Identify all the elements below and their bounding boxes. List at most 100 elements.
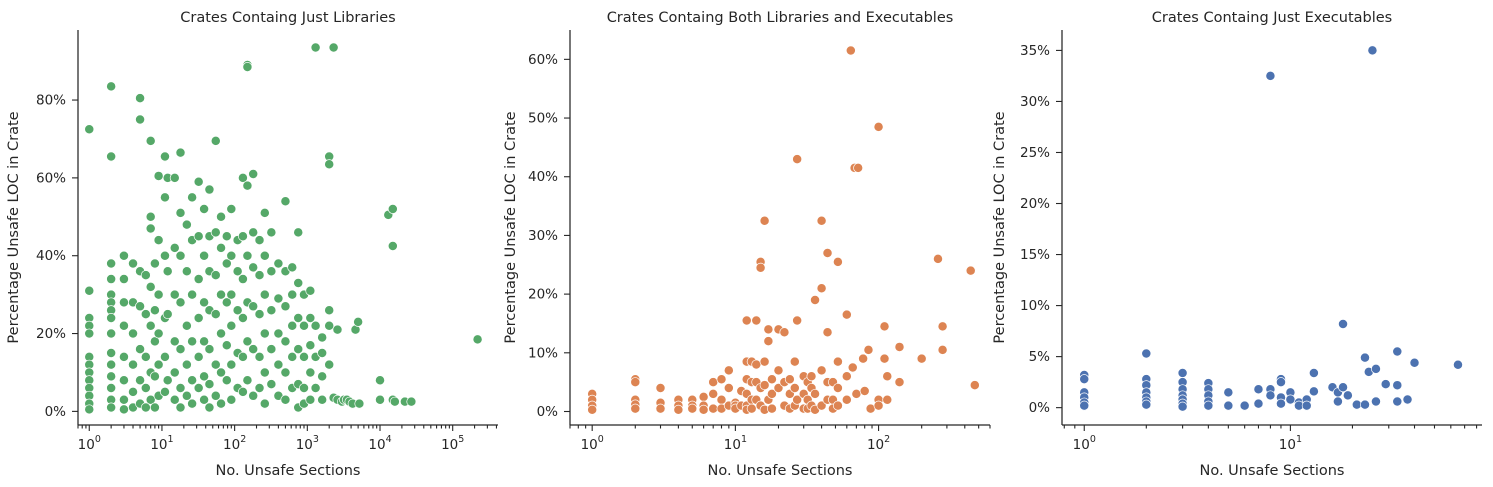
scatter-point [175, 402, 186, 413]
scatter-point [1338, 319, 1348, 329]
scatter-point [153, 328, 164, 339]
scatter-point [806, 371, 817, 382]
scatter-point [841, 394, 852, 405]
scatter-point [280, 367, 291, 378]
scatter-point [287, 262, 298, 273]
scatter-point [193, 176, 204, 187]
scatter-point [199, 204, 210, 214]
scatter-point [310, 320, 321, 331]
scatter-point [894, 341, 905, 352]
scatter-point [1392, 396, 1403, 407]
scatter-point [847, 362, 858, 373]
scatter-point [106, 81, 117, 92]
scatter-point [882, 394, 893, 405]
scatter-point [199, 297, 210, 308]
x-tick-label: 101 [724, 434, 747, 453]
scatter-point [792, 315, 803, 326]
scatter-point [746, 403, 757, 414]
y-tick-label: 5% [1029, 349, 1051, 365]
scatter-point [708, 388, 719, 399]
scatter-point [841, 371, 852, 382]
scatter-point [1392, 346, 1403, 357]
scatter-point [193, 274, 204, 285]
scatter-point [106, 328, 117, 339]
scatter-point [210, 390, 221, 401]
scatter-point [1265, 390, 1276, 401]
scatter-point [175, 344, 186, 355]
scatter-point [266, 266, 277, 277]
scatter-point [773, 383, 784, 393]
scatter-point [354, 398, 365, 409]
scatter-point [792, 154, 803, 165]
scatter-point [766, 403, 777, 414]
scatter-point [237, 172, 248, 183]
scatter-point [1338, 382, 1348, 393]
scatter-point [933, 253, 943, 264]
scatter-point [832, 356, 843, 367]
scatter-point [832, 383, 843, 393]
scatter-point [1360, 352, 1370, 363]
scatter-point [160, 386, 170, 397]
scatter-point [655, 403, 666, 414]
scatter-point [406, 396, 417, 407]
scatter-point [845, 45, 856, 56]
scatter-point [763, 324, 774, 335]
scatter-point [851, 388, 862, 399]
y-tick-label: 20% [1020, 196, 1050, 212]
y-tick-label: 0% [45, 404, 67, 420]
scatter-point [1177, 368, 1188, 378]
scatter-point [859, 386, 870, 396]
scatter-point [287, 289, 298, 300]
scatter-point [810, 388, 820, 399]
scatter-point [149, 305, 160, 316]
scatter-point [324, 305, 335, 316]
scatter-point [587, 404, 598, 415]
scatter-point [375, 394, 385, 405]
scatter-point [118, 274, 129, 285]
scatter-point [210, 309, 221, 320]
scatter-point [135, 375, 146, 386]
scatter-point [708, 403, 719, 414]
scatter-point [216, 211, 226, 222]
scatter-point [387, 204, 398, 214]
scatter-point [210, 359, 221, 370]
scatter-point [328, 42, 339, 53]
scatter-point [248, 390, 259, 401]
scatter-point [317, 394, 328, 405]
scatter-point [140, 383, 151, 393]
scatter-markers [84, 42, 483, 415]
scatter-point [248, 227, 259, 238]
scatter-point [216, 242, 226, 253]
panel-title: Crates Containg Both Libraries and Execu… [607, 10, 954, 26]
scatter-point [162, 375, 173, 386]
scatter-point [858, 353, 869, 364]
scatter-point [1402, 394, 1413, 405]
scatter-point [969, 380, 980, 391]
scatter-point [199, 371, 210, 382]
scatter-point [221, 297, 232, 308]
scatter-point [106, 359, 117, 370]
scatter-point [254, 270, 265, 281]
scatter-point [832, 256, 843, 267]
y-tick-label: 30% [1020, 94, 1050, 110]
y-tick-label: 60% [36, 170, 66, 186]
x-axis-label: No. Unsafe Sections [708, 463, 853, 479]
scatter-point [1308, 368, 1319, 378]
scatter-point [106, 371, 117, 382]
scatter-point [169, 367, 180, 378]
scatter-point [145, 281, 156, 292]
scatter-point [755, 262, 766, 273]
scatter-point [299, 320, 309, 331]
scatter-point [293, 227, 304, 238]
scatter-point [1253, 384, 1264, 395]
x-ticks: 100 101 102 103 104 105 [77, 425, 498, 453]
scatter-point [162, 309, 173, 320]
scatter-point [237, 274, 248, 285]
scatter-point [389, 396, 400, 407]
y-tick-label: 30% [528, 228, 558, 244]
scatter-point [181, 219, 192, 230]
y-tick-label: 60% [528, 52, 558, 68]
scatter-point [766, 388, 777, 399]
scatter-point [1380, 379, 1391, 390]
scatter-point [169, 172, 180, 183]
